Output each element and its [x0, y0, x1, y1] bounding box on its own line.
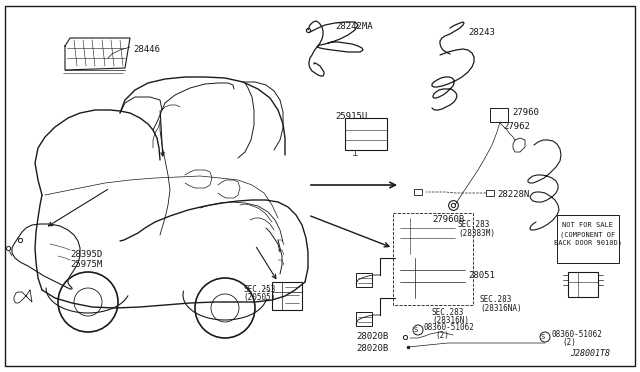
Text: (2): (2)	[562, 338, 576, 347]
Bar	[490, 108, 508, 122]
Text: 25975M: 25975M	[70, 260, 102, 269]
Text: 27960: 27960	[512, 108, 539, 117]
Text: S: S	[414, 327, 418, 333]
Text: 28446: 28446	[133, 45, 160, 54]
Bar	[345, 118, 387, 150]
Text: BACK DOOR 9010D): BACK DOOR 9010D)	[554, 240, 622, 247]
Text: NOT FOR SALE: NOT FOR SALE	[563, 222, 614, 228]
Text: SEC.283: SEC.283	[480, 295, 513, 304]
Text: (COMPONENT OF: (COMPONENT OF	[561, 231, 616, 237]
Text: J28001T8: J28001T8	[570, 349, 610, 358]
Text: 28020B: 28020B	[356, 332, 388, 341]
Bar	[400, 258, 465, 298]
Text: SEC.283: SEC.283	[432, 308, 465, 317]
Text: 28395D: 28395D	[70, 250, 102, 259]
Text: 28228N: 28228N	[497, 190, 529, 199]
Text: (28316N): (28316N)	[432, 316, 469, 325]
Bar	[356, 273, 372, 287]
Text: 28020B: 28020B	[356, 344, 388, 353]
Text: 28051: 28051	[468, 271, 495, 280]
Text: 27962: 27962	[503, 122, 530, 131]
Text: SEC.283: SEC.283	[458, 220, 490, 229]
Text: (2): (2)	[435, 331, 449, 340]
Text: 28242MA: 28242MA	[335, 22, 372, 31]
Bar	[414, 189, 422, 195]
Text: SEC.253: SEC.253	[243, 285, 275, 294]
Text: 08360-51062: 08360-51062	[424, 323, 475, 332]
Bar	[356, 312, 372, 326]
Bar	[400, 218, 455, 254]
Text: 08360-51062: 08360-51062	[551, 330, 602, 339]
Bar	[393, 213, 473, 305]
Text: 25915U: 25915U	[335, 112, 367, 121]
Text: (28316NA): (28316NA)	[480, 304, 522, 313]
Bar	[557, 215, 619, 263]
Text: S: S	[541, 334, 545, 340]
Text: 27960B: 27960B	[432, 215, 464, 224]
Text: 28243: 28243	[468, 28, 495, 37]
Text: (28383M): (28383M)	[458, 229, 495, 238]
Text: (20505): (20505)	[243, 293, 275, 302]
Bar	[272, 282, 302, 310]
Bar	[486, 190, 494, 196]
Bar	[568, 272, 598, 297]
